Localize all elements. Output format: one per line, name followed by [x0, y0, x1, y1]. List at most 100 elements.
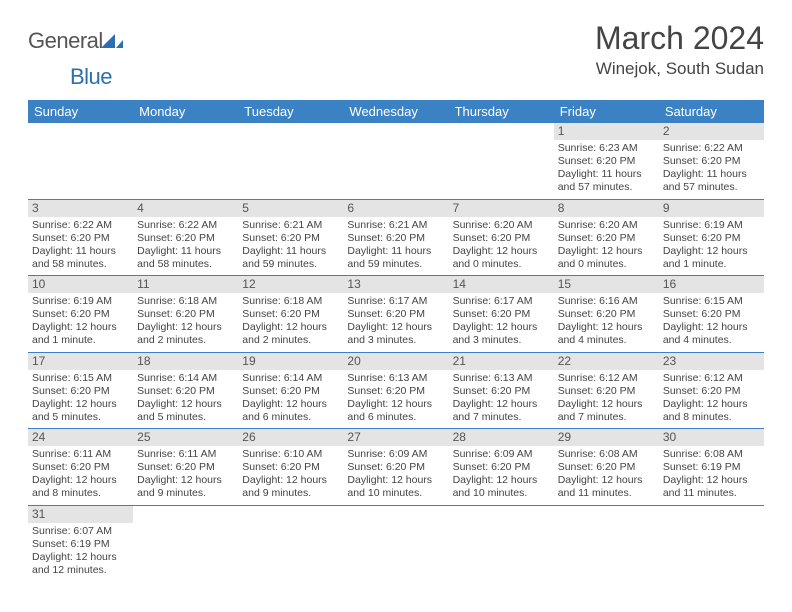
calendar-cell: 21Sunrise: 6:13 AMSunset: 6:20 PMDayligh… [449, 352, 554, 429]
day-header: Thursday [449, 100, 554, 123]
calendar-cell [449, 505, 554, 581]
day-header: Saturday [659, 100, 764, 123]
daylight-text: Daylight: 12 hours [32, 398, 129, 411]
sunset-text: Sunset: 6:20 PM [242, 461, 339, 474]
daylight-text: Daylight: 12 hours [32, 551, 129, 564]
sunset-text: Sunset: 6:20 PM [453, 385, 550, 398]
sunset-text: Sunset: 6:20 PM [558, 155, 655, 168]
daylight-text: and 8 minutes. [663, 411, 760, 424]
daylight-text: and 6 minutes. [242, 411, 339, 424]
calendar-cell [28, 123, 133, 199]
sunrise-text: Sunrise: 6:20 AM [558, 219, 655, 232]
daylight-text: Daylight: 11 hours [347, 245, 444, 258]
sunrise-text: Sunrise: 6:21 AM [242, 219, 339, 232]
sunrise-text: Sunrise: 6:19 AM [32, 295, 129, 308]
daylight-text: and 7 minutes. [558, 411, 655, 424]
calendar-cell: 1Sunrise: 6:23 AMSunset: 6:20 PMDaylight… [554, 123, 659, 199]
calendar-cell: 28Sunrise: 6:09 AMSunset: 6:20 PMDayligh… [449, 429, 554, 506]
daylight-text: Daylight: 12 hours [663, 321, 760, 334]
daylight-text: Daylight: 12 hours [663, 398, 760, 411]
calendar-cell: 18Sunrise: 6:14 AMSunset: 6:20 PMDayligh… [133, 352, 238, 429]
day-number: 30 [659, 429, 764, 446]
day-number: 19 [238, 353, 343, 370]
sunset-text: Sunset: 6:20 PM [663, 155, 760, 168]
sunset-text: Sunset: 6:20 PM [32, 308, 129, 321]
daylight-text: Daylight: 12 hours [242, 474, 339, 487]
daylight-text: Daylight: 12 hours [32, 321, 129, 334]
calendar-cell: 30Sunrise: 6:08 AMSunset: 6:19 PMDayligh… [659, 429, 764, 506]
calendar-cell: 6Sunrise: 6:21 AMSunset: 6:20 PMDaylight… [343, 199, 448, 276]
sunset-text: Sunset: 6:20 PM [663, 385, 760, 398]
daylight-text: Daylight: 12 hours [558, 321, 655, 334]
daylight-text: and 1 minute. [32, 334, 129, 347]
daylight-text: and 6 minutes. [347, 411, 444, 424]
calendar-table: Sunday Monday Tuesday Wednesday Thursday… [28, 100, 764, 581]
day-number: 23 [659, 353, 764, 370]
day-number: 1 [554, 123, 659, 140]
calendar-cell: 23 Sunrise: 6:12 AMSunset: 6:20 PMDayligh… [659, 352, 764, 429]
day-number: 29 [554, 429, 659, 446]
sunset-text: Sunset: 6:20 PM [137, 232, 234, 245]
calendar-row: 1Sunrise: 6:23 AMSunset: 6:20 PMDaylight… [28, 123, 764, 199]
sunrise-text: Sunrise: 6:12 AM [663, 372, 760, 385]
sunrise-text: Sunrise: 6:22 AM [663, 142, 760, 155]
daylight-text: and 7 minutes. [453, 411, 550, 424]
calendar-cell: 9Sunrise: 6:19 AMSunset: 6:20 PMDaylight… [659, 199, 764, 276]
calendar-cell: 14Sunrise: 6:17 AMSunset: 6:20 PMDayligh… [449, 276, 554, 353]
day-number: 27 [343, 429, 448, 446]
header: GeneralBlue March 2024 Winejok, South Su… [28, 20, 764, 90]
calendar-row: 3Sunrise: 6:22 AMSunset: 6:20 PMDaylight… [28, 199, 764, 276]
day-number: 12 [238, 276, 343, 293]
daylight-text: and 4 minutes. [663, 334, 760, 347]
sunset-text: Sunset: 6:19 PM [32, 538, 129, 551]
daylight-text: Daylight: 11 hours [558, 168, 655, 181]
daylight-text: and 10 minutes. [453, 487, 550, 500]
daylight-text: Daylight: 12 hours [347, 321, 444, 334]
calendar-cell: 20Sunrise: 6:13 AMSunset: 6:20 PMDayligh… [343, 352, 448, 429]
sunset-text: Sunset: 6:20 PM [347, 461, 444, 474]
logo: GeneralBlue [28, 20, 123, 90]
sunrise-text: Sunrise: 6:18 AM [137, 295, 234, 308]
logo-text: GeneralBlue [28, 28, 123, 90]
sunset-text: Sunset: 6:20 PM [242, 308, 339, 321]
calendar-cell [343, 123, 448, 199]
daylight-text: and 9 minutes. [242, 487, 339, 500]
calendar-row: 10Sunrise: 6:19 AMSunset: 6:20 PMDayligh… [28, 276, 764, 353]
sunrise-text: Sunrise: 6:07 AM [32, 525, 129, 538]
daylight-text: and 4 minutes. [558, 334, 655, 347]
calendar-cell: 26Sunrise: 6:10 AMSunset: 6:20 PMDayligh… [238, 429, 343, 506]
sunrise-text: Sunrise: 6:21 AM [347, 219, 444, 232]
daylight-text: Daylight: 12 hours [242, 398, 339, 411]
day-number: 20 [343, 353, 448, 370]
day-number: 18 [133, 353, 238, 370]
page-title: March 2024 [595, 20, 764, 57]
sunset-text: Sunset: 6:20 PM [32, 385, 129, 398]
daylight-text: and 58 minutes. [137, 258, 234, 271]
logo-general: General [28, 28, 103, 53]
daylight-text: Daylight: 12 hours [347, 474, 444, 487]
daylight-text: Daylight: 12 hours [558, 474, 655, 487]
daylight-text: Daylight: 12 hours [663, 474, 760, 487]
daylight-text: and 59 minutes. [242, 258, 339, 271]
sunrise-text: Sunrise: 6:09 AM [347, 448, 444, 461]
day-number: 21 [449, 353, 554, 370]
daylight-text: Daylight: 11 hours [137, 245, 234, 258]
calendar-cell: 2Sunrise: 6:22 AMSunset: 6:20 PMDaylight… [659, 123, 764, 199]
sunrise-text: Sunrise: 6:17 AM [347, 295, 444, 308]
daylight-text: and 0 minutes. [453, 258, 550, 271]
daylight-text: and 8 minutes. [32, 487, 129, 500]
sunrise-text: Sunrise: 6:11 AM [32, 448, 129, 461]
daylight-text: and 5 minutes. [137, 411, 234, 424]
calendar-cell [238, 123, 343, 199]
day-number: 16 [659, 276, 764, 293]
daylight-text: and 2 minutes. [242, 334, 339, 347]
daylight-text: Daylight: 12 hours [663, 245, 760, 258]
day-header: Sunday [28, 100, 133, 123]
day-number: 17 [28, 353, 133, 370]
sunrise-text: Sunrise: 6:13 AM [347, 372, 444, 385]
calendar-cell: 19Sunrise: 6:14 AMSunset: 6:20 PMDayligh… [238, 352, 343, 429]
daylight-text: Daylight: 12 hours [453, 474, 550, 487]
calendar-cell: 24Sunrise: 6:11 AMSunset: 6:20 PMDayligh… [28, 429, 133, 506]
day-header: Monday [133, 100, 238, 123]
sunset-text: Sunset: 6:20 PM [558, 385, 655, 398]
